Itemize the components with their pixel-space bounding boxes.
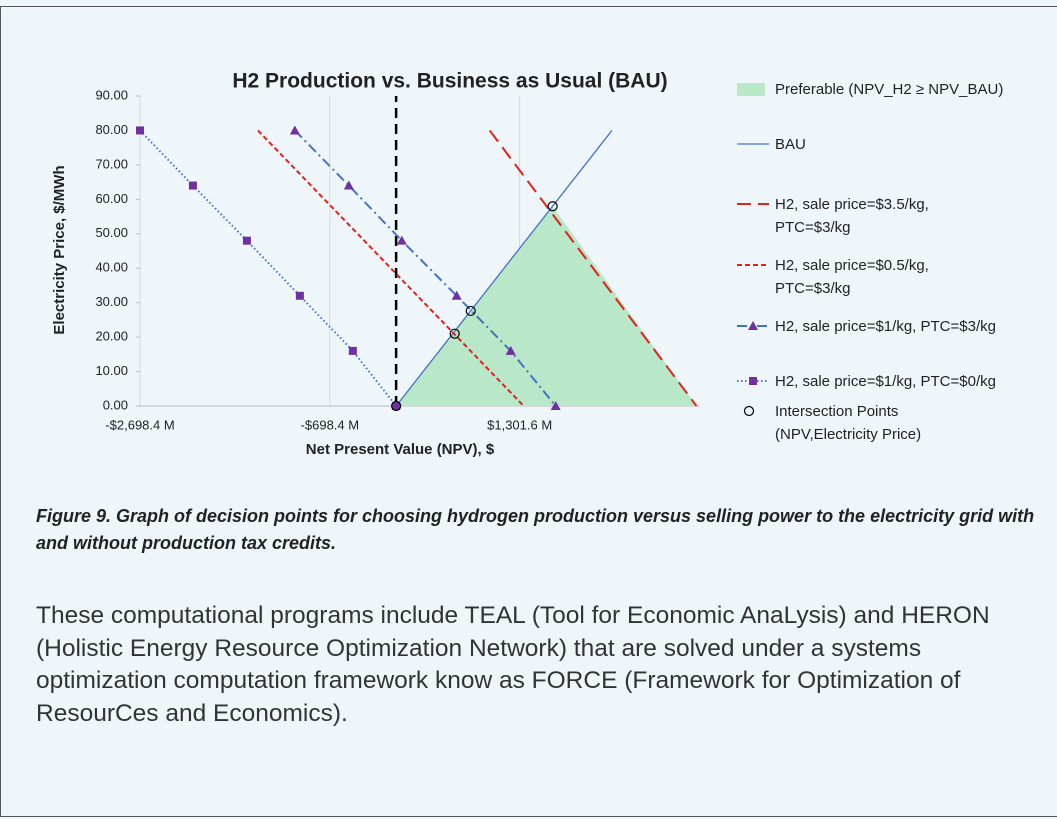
legend-entry: Intersection Points (NPV,Electricity Pri… (735, 400, 950, 446)
legend-swatch (737, 83, 765, 96)
y-tick-label: 20.00 (95, 329, 128, 344)
x-tick-label: $1,301.6 M (487, 417, 552, 432)
legend-swatch (737, 143, 769, 145)
legend-swatch (743, 405, 755, 417)
marker (550, 401, 561, 410)
chart: H2 Production vs. Business as Usual (BAU… (51, 70, 700, 458)
y-tick-label: 80.00 (95, 122, 128, 137)
y-tick-label: 90.00 (95, 87, 128, 102)
legend-label: H2, sale price=$0.5/kg, PTC=$3/kg (775, 257, 929, 297)
y-tick-label: 70.00 (95, 156, 128, 171)
legend-label: H2, sale price=$1/kg, PTC=$0/kg (775, 373, 996, 390)
marker (242, 236, 251, 245)
frame (0, 6, 1057, 817)
chart-title: H2 Production vs. Business as Usual (BAU… (232, 70, 667, 93)
series-line (395, 130, 613, 407)
legend-entry: H2, sale price=$1/kg, PTC=$0/kg (735, 370, 1057, 393)
series-line (488, 129, 698, 407)
caption: Figure 9. Graph of decision points for c… (36, 506, 1035, 553)
legend-label: Preferable (NPV_H2 ≥ NPV_BAU) (775, 81, 1004, 98)
marker (396, 235, 407, 245)
series-line (294, 129, 557, 407)
paragraph: These computational programs include TEA… (36, 602, 990, 727)
legend-label: Intersection Points (NPV,Electricity Pri… (775, 403, 922, 443)
legend-label: H2, sale price=$1/kg, PTC=$3/kg (775, 318, 996, 335)
y-tick-label: 40.00 (95, 260, 128, 275)
x-tick-label: -$2,698.4 M (105, 417, 174, 432)
marker (743, 405, 755, 417)
swatch (737, 83, 765, 96)
area (396, 206, 697, 406)
y-axis-label: Electricity Price, $/MWh (51, 165, 68, 334)
marker (748, 321, 758, 330)
legend-entry: BAU (735, 133, 1043, 156)
y-tick-label: 0.00 (103, 397, 128, 412)
marker (348, 346, 357, 355)
legend-entry: H2, sale price=$3.5/kg, PTC=$3/kg (735, 193, 975, 239)
legend-label: H2, sale price=$3.5/kg, PTC=$3/kg (775, 196, 929, 236)
legend-swatch (737, 264, 769, 266)
legend-swatch (737, 203, 769, 205)
marker (391, 400, 402, 412)
marker (749, 377, 757, 385)
marker (343, 180, 354, 190)
y-tick-label: 60.00 (95, 191, 128, 206)
legend-entry: Preferable (NPV_H2 ≥ NPV_BAU) (735, 78, 1057, 101)
marker (505, 345, 516, 355)
marker (449, 328, 460, 339)
marker (451, 290, 462, 300)
marker (392, 402, 401, 410)
legend-entry: H2, sale price=$1/kg, PTC=$3/kg (735, 315, 1057, 338)
marker (136, 126, 144, 135)
legend-entry: H2, sale price=$0.5/kg, PTC=$3/kg (735, 254, 975, 300)
marker (295, 291, 304, 300)
y-tick-label: 10.00 (95, 363, 128, 378)
marker (547, 201, 558, 212)
x-axis-label: Net Present Value (NPV), $ (306, 441, 495, 458)
legend-label: BAU (775, 136, 806, 153)
marker (188, 181, 197, 190)
legend-swatch (737, 377, 769, 385)
y-tick-label: 30.00 (95, 294, 128, 309)
legend-swatch (737, 321, 769, 330)
x-tick-label: -$698.4 M (301, 417, 360, 432)
series-line (139, 129, 397, 407)
y-tick-label: 50.00 (95, 225, 128, 240)
marker (289, 125, 300, 135)
marker (465, 305, 476, 317)
